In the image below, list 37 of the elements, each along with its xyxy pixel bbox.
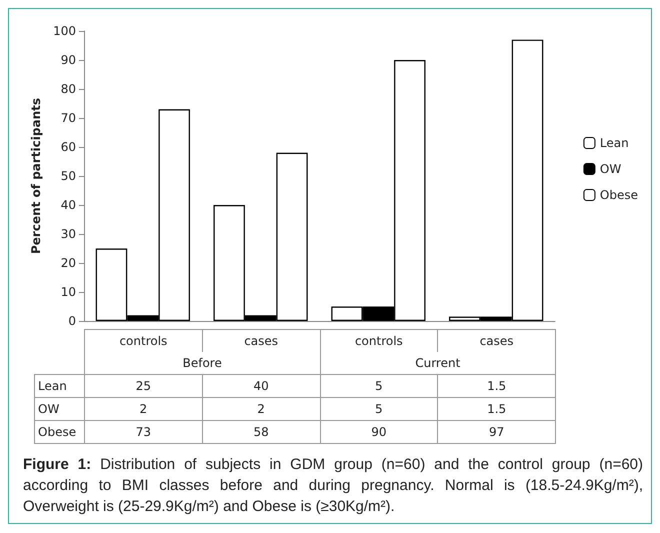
x-tick-label: controls (84, 330, 202, 352)
data-label: 90 (320, 420, 438, 444)
y-tick-label: 90 (60, 53, 76, 67)
data-label: 1.5 (438, 398, 556, 420)
data-label: 58 (202, 420, 320, 444)
x-tick-label: controls (320, 330, 438, 352)
data-label: 25 (84, 374, 202, 398)
data-label: 5 (320, 398, 438, 420)
y-tick-label: 40 (60, 198, 76, 212)
legend-label: OW (600, 162, 622, 176)
y-tick-label: 70 (60, 111, 76, 125)
y-tick-label: 30 (60, 227, 76, 241)
text: Obese (38, 425, 76, 439)
data-label: 2 (202, 398, 320, 420)
x-tick-label: cases (202, 330, 320, 352)
y-tick-label: 20 (60, 256, 76, 270)
y-tick-label: 10 (60, 285, 76, 299)
y-tick-label: 0 (68, 314, 76, 328)
x-tick-label: cases (438, 330, 556, 352)
data-label: 73 (84, 420, 202, 444)
y-axis-title: Percent of participants (29, 98, 44, 254)
legend-label: Lean (600, 136, 629, 150)
legend-label: Obese (600, 188, 638, 202)
y-tick-label: 50 (60, 169, 76, 183)
text: Before (84, 352, 320, 374)
data-label: 1.5 (438, 374, 556, 398)
data-label: 40 (202, 374, 320, 398)
y-tick-label: 80 (60, 82, 76, 96)
y-tick-label: 60 (60, 140, 76, 154)
y-tick-label: 100 (53, 24, 76, 38)
text: OW (38, 402, 60, 416)
data-label: 97 (438, 420, 556, 444)
text: Lean (38, 379, 67, 393)
data-label: 2 (84, 398, 202, 420)
text: Current (320, 352, 556, 374)
caption: Figure 1: Distribution of subjects in GDM group (n=60) and the control group (n=60) according to BMI classes before and during pregnancy. Normal is (18.5-24.9Kg/m²), Overweight is (25-29.9Kg/m²) and Obese is (≥30Kg/m²). (22, 455, 644, 517)
data-label: 5 (320, 374, 438, 398)
